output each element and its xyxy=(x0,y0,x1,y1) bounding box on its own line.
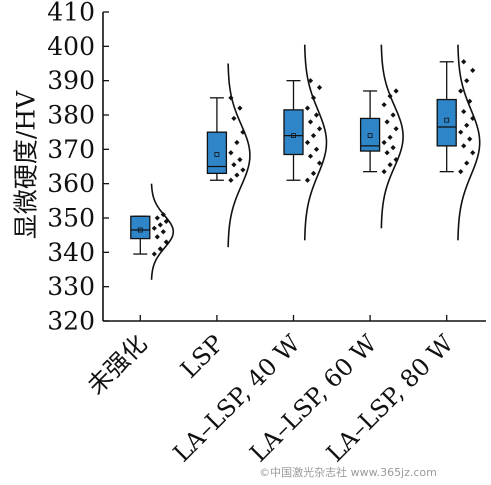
x-tick-label: 未强化 xyxy=(82,329,153,400)
data-point xyxy=(160,229,166,235)
mean-marker xyxy=(444,117,450,123)
data-point xyxy=(384,119,390,125)
y-tick-label: 370 xyxy=(47,135,95,164)
mean-marker xyxy=(367,133,373,139)
distribution-curve xyxy=(227,63,251,248)
data-point xyxy=(231,162,237,168)
distribution-curve xyxy=(380,44,404,229)
data-point xyxy=(461,143,467,149)
box-group xyxy=(206,63,251,248)
data-point xyxy=(470,150,476,156)
box-group xyxy=(359,44,404,229)
data-point xyxy=(384,150,390,156)
data-point xyxy=(231,115,237,122)
y-tick-label: 340 xyxy=(47,238,95,267)
y-tick-label: 410 xyxy=(47,0,95,27)
y-tick-label: 330 xyxy=(47,272,95,301)
data-point xyxy=(154,215,160,221)
data-point xyxy=(313,146,320,152)
mean-marker xyxy=(214,152,220,157)
mean-marker xyxy=(291,133,296,139)
data-point xyxy=(467,136,473,142)
watermark-text: ©中国激光杂志社 www.365jz.com xyxy=(259,465,437,479)
data-point xyxy=(228,177,234,183)
y-tick-label: 320 xyxy=(47,307,95,336)
data-point xyxy=(237,105,243,111)
data-point xyxy=(228,150,234,156)
data-point xyxy=(316,126,323,132)
data-point xyxy=(234,139,240,146)
box-iqr xyxy=(436,98,457,147)
data-point xyxy=(313,112,320,118)
data-point xyxy=(458,129,464,135)
data-point xyxy=(393,126,399,132)
data-point xyxy=(154,234,160,240)
data-point xyxy=(381,102,387,108)
data-point xyxy=(390,112,396,118)
data-point xyxy=(461,108,467,115)
box-iqr xyxy=(130,215,151,240)
data-point xyxy=(393,88,399,94)
data-point xyxy=(381,169,387,175)
data-point xyxy=(304,105,311,111)
distribution-curve xyxy=(150,183,175,280)
mean-marker xyxy=(137,227,143,233)
data-point xyxy=(307,153,314,159)
data-point xyxy=(307,119,314,125)
data-point xyxy=(316,84,323,91)
data-point xyxy=(157,222,163,228)
data-point xyxy=(387,162,393,168)
data-point xyxy=(458,88,464,94)
y-tick-label: 400 xyxy=(47,32,95,61)
data-point xyxy=(393,157,399,163)
box-group xyxy=(283,44,328,241)
data-point xyxy=(151,251,157,257)
data-point xyxy=(458,169,464,175)
y-tick-label: 390 xyxy=(47,66,95,95)
data-point xyxy=(310,133,317,139)
y-tick-label: 350 xyxy=(47,204,95,233)
data-point xyxy=(304,177,311,183)
box-iqr xyxy=(359,117,381,152)
y-tick-label: 380 xyxy=(47,101,95,130)
data-point xyxy=(240,167,246,173)
data-point xyxy=(237,157,243,163)
data-point xyxy=(470,67,476,73)
distribution-curve xyxy=(457,44,481,241)
x-tick-label: LSP xyxy=(175,329,229,383)
data-point xyxy=(151,225,157,231)
box-iqr xyxy=(283,109,304,156)
data-point xyxy=(461,59,467,65)
distribution-curve xyxy=(303,44,328,241)
data-point xyxy=(316,160,323,166)
data-point xyxy=(234,172,240,178)
box-group xyxy=(436,44,481,241)
data-point xyxy=(464,122,470,128)
data-point xyxy=(464,160,470,166)
data-point xyxy=(381,139,387,146)
y-tick-label: 360 xyxy=(47,169,95,198)
data-point xyxy=(467,98,473,104)
box-group xyxy=(130,183,175,280)
data-point xyxy=(470,115,476,122)
data-point xyxy=(464,78,470,84)
y-axis-label: 显微硬度/HV xyxy=(12,90,41,239)
data-point xyxy=(304,139,311,146)
data-point xyxy=(387,134,393,140)
data-point xyxy=(310,170,317,176)
data-point xyxy=(390,145,396,151)
